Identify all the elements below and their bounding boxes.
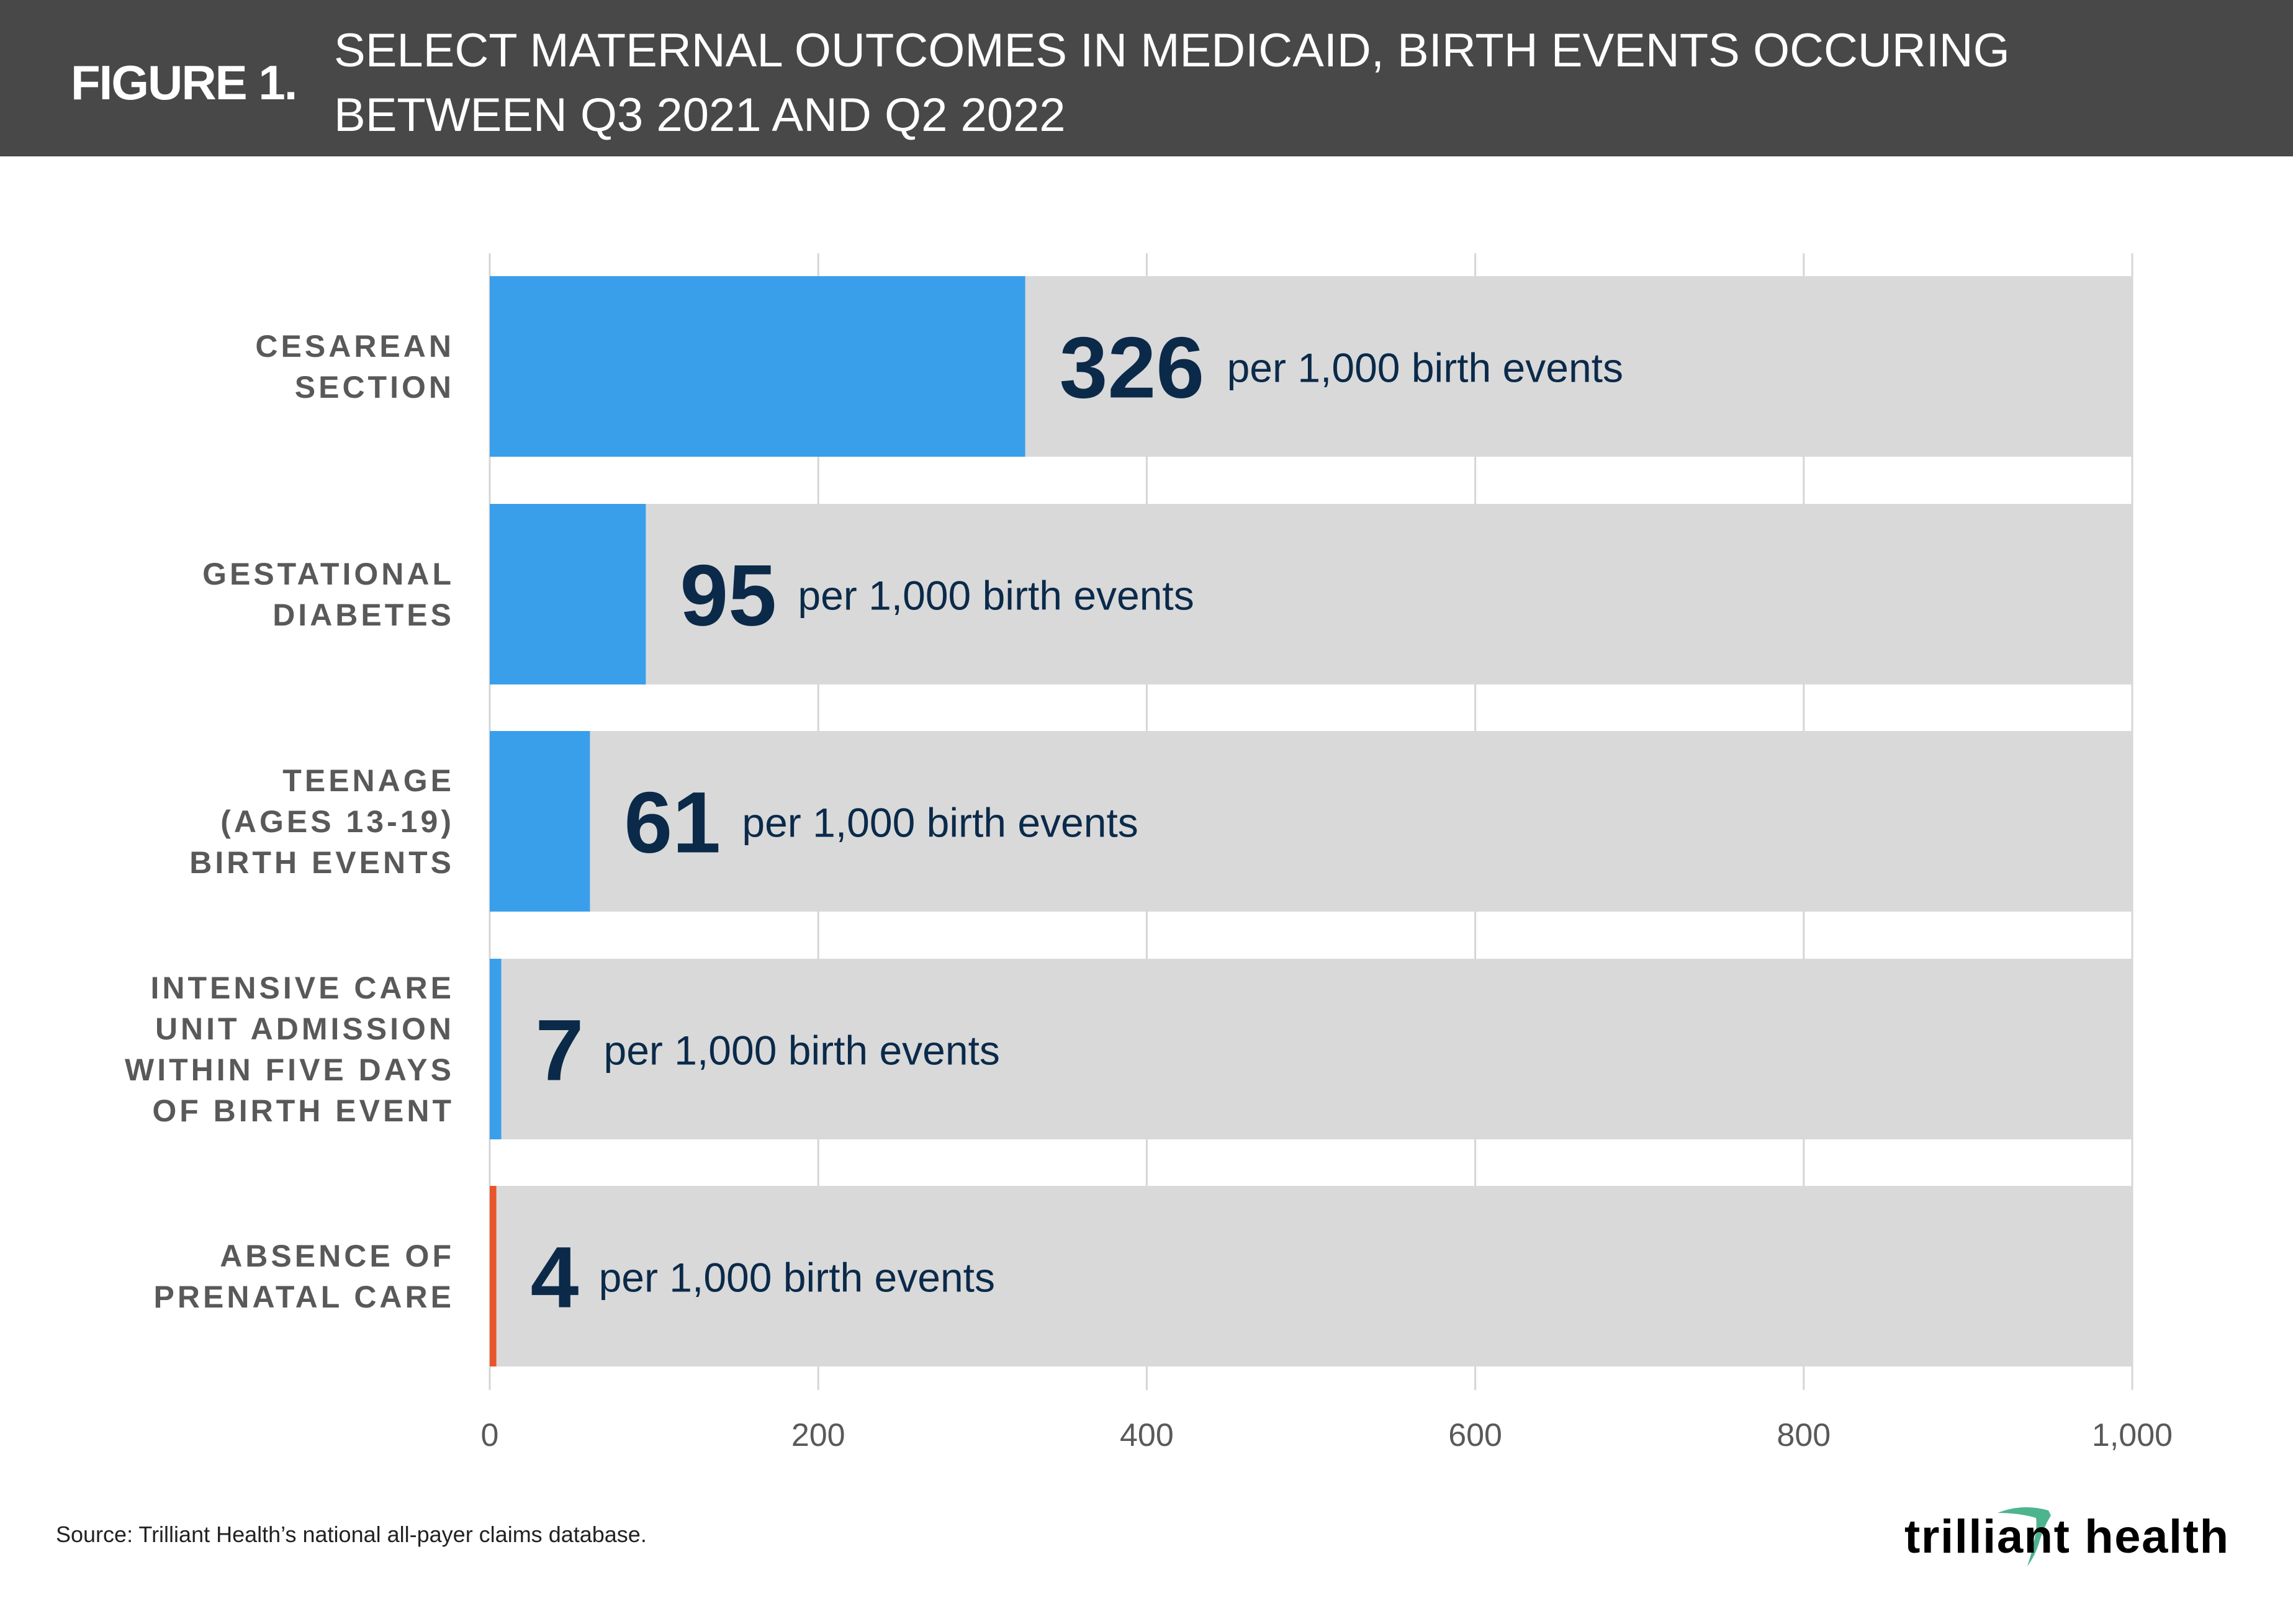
unit-label: per 1,000 birth events (798, 573, 1194, 619)
category-label-line: INTENSIVE CARE (125, 967, 454, 1008)
category-label-line: BIRTH EVENTS (189, 842, 454, 883)
x-tick-label: 400 (1120, 1417, 1174, 1453)
bar (490, 504, 646, 684)
unit-label: per 1,000 birth events (742, 800, 1138, 846)
category-label-line: SECTION (255, 367, 454, 408)
category-label: GESTATIONAL DIABETES (202, 554, 454, 635)
bar (490, 959, 502, 1139)
bar (490, 1186, 497, 1366)
bar (490, 276, 1025, 457)
category-label-line: PRENATAL CARE (154, 1276, 454, 1317)
value-label: 326 (1060, 319, 1205, 416)
x-axis-ticks: 0 200 400 600 800 1,000 (481, 1417, 2173, 1453)
category-label-line: TEENAGE (189, 760, 454, 801)
category-label-line: ABSENCE OF (154, 1236, 454, 1276)
unit-label: per 1,000 birth events (604, 1028, 1000, 1074)
category-label-line: WITHIN FIVE DAYS (125, 1049, 454, 1090)
bar (490, 731, 590, 912)
bars: 326 per 1,000 birth events 95 per 1,000 bir… (490, 276, 2132, 1366)
source-note: Source: Trilliant Health’s national all-… (56, 1522, 647, 1548)
category-label-line: OF BIRTH EVENT (125, 1090, 454, 1131)
x-tick-label: 0 (481, 1417, 499, 1453)
value-label: 4 (531, 1229, 579, 1326)
value-label: 95 (680, 547, 777, 644)
x-tick-label: 600 (1448, 1417, 1502, 1453)
category-label: INTENSIVE CARE UNIT ADMISSION WITHIN FIVE … (125, 967, 454, 1131)
category-label-line: UNIT ADMISSION (125, 1008, 454, 1049)
x-tick-label: 800 (1777, 1417, 1831, 1453)
unit-label: per 1,000 birth events (1227, 345, 1623, 391)
bar-background (490, 731, 2132, 912)
category-label-line: DIABETES (202, 594, 454, 635)
unit-label: per 1,000 birth events (599, 1255, 995, 1301)
category-label-line: GESTATIONAL (202, 554, 454, 594)
category-label-line: (AGES 13-19) (189, 801, 454, 842)
svg-text:trilliant health: trilliant health (1904, 1510, 2227, 1563)
x-tick-label: 1,000 (2092, 1417, 2173, 1453)
category-label-line: CESAREAN (255, 326, 454, 367)
category-label: ABSENCE OF PRENATAL CARE (154, 1236, 454, 1317)
category-label: TEENAGE (AGES 13-19) BIRTH EVENTS (189, 760, 454, 883)
value-label: 61 (624, 774, 721, 871)
category-label: CESAREAN SECTION (255, 326, 454, 408)
value-label: 7 (536, 1002, 584, 1099)
trilliant-health-logo: trilliant health (1904, 1502, 2233, 1570)
x-tick-label: 200 (791, 1417, 845, 1453)
